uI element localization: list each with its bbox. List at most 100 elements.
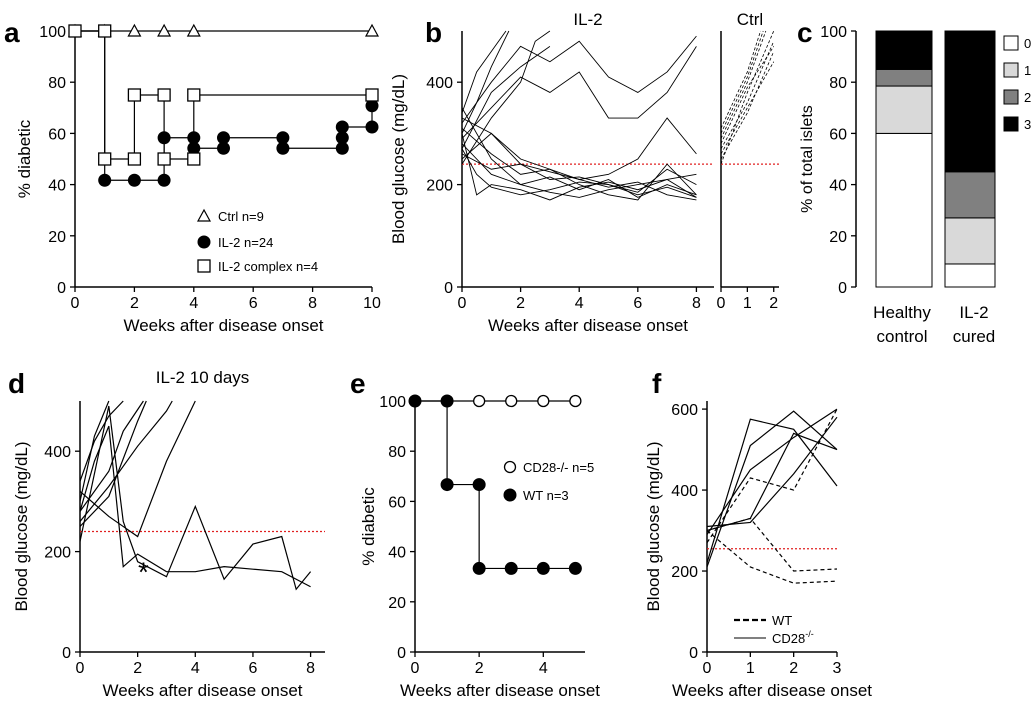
a-square-marker bbox=[98, 152, 112, 166]
b2-series-line bbox=[721, 30, 761, 129]
f-series-line bbox=[707, 410, 838, 568]
e-y-tick-label: 20 bbox=[388, 595, 406, 612]
b2-series-line bbox=[721, 51, 775, 160]
c-legend-swatch bbox=[1003, 116, 1019, 132]
c-legend-label: 3 bbox=[1024, 117, 1031, 132]
a-square-marker bbox=[365, 88, 379, 102]
e-open-circle-marker bbox=[569, 394, 582, 408]
a-filled-circle-marker bbox=[127, 173, 141, 187]
b-series-line bbox=[462, 35, 697, 124]
f-x-tick-label: 2 bbox=[789, 660, 798, 677]
f-x-tick-label: 3 bbox=[833, 660, 842, 677]
d-y-tick-label: 400 bbox=[44, 444, 71, 461]
b-title: IL-2 bbox=[573, 10, 602, 29]
b-x-tick-label: 4 bbox=[575, 295, 584, 312]
c-bar-segment bbox=[944, 30, 996, 173]
d-x-tick-label: 4 bbox=[191, 660, 200, 677]
f-series-line bbox=[707, 418, 838, 564]
c-bar-segment bbox=[875, 85, 933, 134]
e-filled-circle-marker bbox=[472, 561, 486, 575]
d-x-axis-label: Weeks after disease onset bbox=[102, 681, 302, 700]
a-y-tick-label: 0 bbox=[57, 280, 66, 297]
a-x-tick-label: 6 bbox=[249, 295, 258, 312]
b2-x-tick-label: 0 bbox=[717, 295, 726, 312]
a-y-tick-label: 20 bbox=[48, 229, 66, 246]
b-series-line bbox=[462, 133, 697, 201]
d-y-axis-label: Blood glucose (mg/dL) bbox=[12, 441, 31, 611]
e-legend-label: CD28-/- n=5 bbox=[523, 460, 594, 475]
d-x-tick-label: 0 bbox=[76, 660, 85, 677]
e-x-axis-label: Weeks after disease onset bbox=[400, 681, 600, 700]
b-x-tick-label: 6 bbox=[633, 295, 642, 312]
a-y-tick-label: 60 bbox=[48, 126, 66, 143]
d-series-line bbox=[80, 400, 147, 527]
a-panel-label: a bbox=[4, 17, 20, 48]
f-x-tick-label: 0 bbox=[703, 660, 712, 677]
d-x-tick-label: 2 bbox=[133, 660, 142, 677]
f-panel-label: f bbox=[652, 368, 662, 399]
a-filled-circle-marker bbox=[365, 120, 379, 134]
e-open-circle-marker bbox=[537, 394, 550, 408]
d-panel-label: d bbox=[8, 368, 25, 399]
f-series-line bbox=[707, 432, 838, 532]
a-square-marker bbox=[127, 152, 142, 166]
a-triangle-marker bbox=[127, 23, 142, 37]
c-y-tick-label: 0 bbox=[838, 280, 847, 297]
b-series-line bbox=[462, 148, 697, 196]
d-series-line bbox=[80, 400, 110, 502]
b-x-tick-label: 2 bbox=[516, 295, 525, 312]
b-y-tick-label: 200 bbox=[426, 178, 453, 195]
f-series-line bbox=[707, 408, 838, 535]
b-series-line bbox=[462, 30, 507, 114]
d-x-tick-label: 6 bbox=[248, 660, 257, 677]
e-filled-circle-marker bbox=[408, 394, 422, 408]
b-series-line bbox=[462, 107, 697, 198]
d-y-tick-label: 200 bbox=[44, 545, 71, 562]
e-y-tick-label: 60 bbox=[388, 494, 406, 511]
f-series-line bbox=[707, 408, 838, 544]
a-square-marker bbox=[157, 152, 171, 166]
d-series-line bbox=[80, 405, 312, 591]
b-series-line bbox=[462, 117, 697, 198]
d-title: IL-2 10 days bbox=[156, 368, 250, 387]
f-series-line bbox=[707, 517, 838, 572]
a-triangle-marker bbox=[186, 23, 201, 37]
e-filled-circle-marker bbox=[568, 561, 582, 575]
d-series-line bbox=[80, 400, 196, 538]
a-square-marker bbox=[187, 88, 201, 102]
b-panel-label: b bbox=[425, 17, 442, 48]
b-y-tick-label: 0 bbox=[444, 280, 453, 297]
b2-x-tick-label: 2 bbox=[769, 295, 778, 312]
e-filled-circle-marker bbox=[504, 561, 518, 575]
f-x-tick-label: 1 bbox=[746, 660, 755, 677]
f-x-axis-label: Weeks after disease onset bbox=[672, 681, 872, 700]
b2-x-tick-label: 1 bbox=[743, 295, 752, 312]
c-bar-segment bbox=[944, 171, 996, 219]
a-legend-square-marker bbox=[197, 259, 211, 273]
a-x-tick-label: 4 bbox=[189, 295, 198, 312]
a-legend-label: Ctrl n=9 bbox=[218, 209, 264, 224]
c-bar-segment bbox=[944, 263, 996, 288]
b2-title: Ctrl bbox=[737, 10, 763, 29]
a-filled-circle-marker bbox=[276, 141, 290, 155]
e-y-tick-label: 0 bbox=[397, 645, 406, 662]
a-legend-label: IL-2 n=24 bbox=[218, 235, 273, 250]
c-legend-label: 1 bbox=[1024, 63, 1031, 78]
c-category-label: IL-2 bbox=[959, 303, 988, 322]
c-legend-label: 2 bbox=[1024, 90, 1031, 105]
f-y-tick-label: 0 bbox=[689, 645, 698, 662]
b-y-axis-label: Blood glucose (mg/dL) bbox=[389, 74, 408, 244]
e-legend-filled-circle-marker bbox=[503, 488, 517, 502]
f-series-line bbox=[707, 530, 838, 584]
e-y-tick-label: 100 bbox=[379, 394, 406, 411]
a-filled-circle-marker bbox=[157, 131, 171, 145]
c-panel-label: c bbox=[797, 17, 813, 48]
b-series-line bbox=[462, 143, 697, 198]
b-x-tick-label: 0 bbox=[458, 295, 467, 312]
d-x-tick-label: 8 bbox=[306, 660, 315, 677]
b-series-line bbox=[462, 127, 697, 201]
c-y-tick-label: 20 bbox=[829, 229, 847, 246]
b2-series-line bbox=[721, 46, 775, 144]
b-x-axis-label: Weeks after disease onset bbox=[488, 316, 688, 335]
a-triangle-marker bbox=[364, 23, 380, 37]
